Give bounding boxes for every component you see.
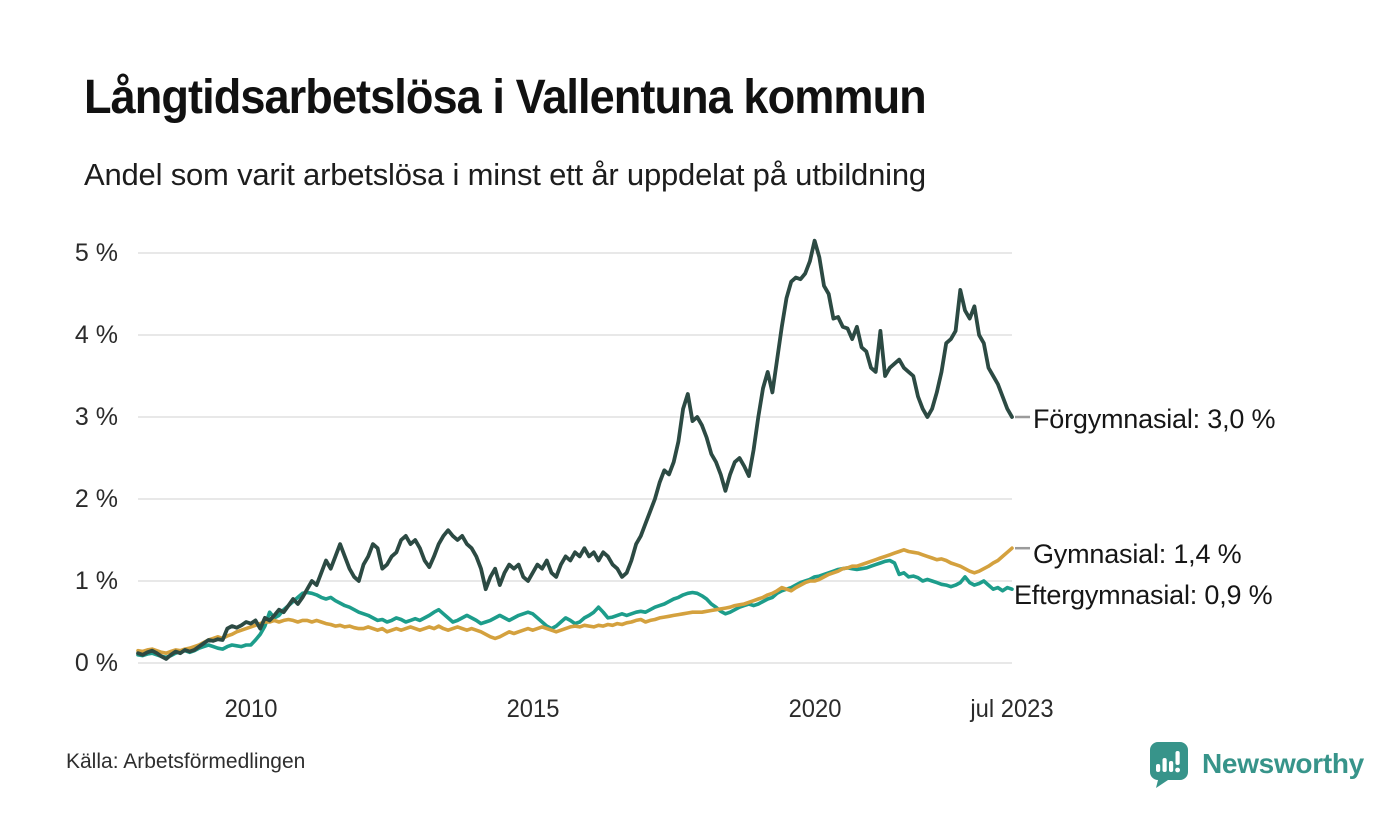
y-tick-label: 2 % <box>74 485 118 513</box>
y-tick-label: 3 % <box>74 403 118 431</box>
chart-subtitle: Andel som varit arbetslösa i minst ett å… <box>84 157 926 192</box>
series-line-forgymnasial <box>136 238 1014 661</box>
series-label-gymnasial: Gymnasial: 1,4 % <box>1033 539 1242 570</box>
chart-title: Långtidsarbetslösa i Vallentuna kommun <box>84 71 927 124</box>
x-tick-label: 2015 <box>506 695 560 723</box>
y-tick-label: 4 % <box>74 321 118 349</box>
series-line-gymnasial <box>136 546 1014 656</box>
branding: Newsworthy <box>1146 740 1364 788</box>
newsworthy-logo-icon <box>1150 742 1188 788</box>
x-tick-label: 2010 <box>224 695 278 723</box>
gridlines <box>138 252 1012 664</box>
series-label-forgymnasial: Förgymnasial: 3,0 % <box>1033 404 1276 434</box>
y-tick-label: 0 % <box>74 649 118 677</box>
y-tick-label: 1 % <box>74 567 118 595</box>
x-tick-label: 2020 <box>788 695 842 723</box>
series-line-eftergymnasial <box>136 558 1014 660</box>
x-tick-label: jul 2023 <box>970 695 1054 723</box>
series-label-eftergymnasial: Eftergymnasial: 0,9 % <box>1014 580 1273 611</box>
label-leader-dashes <box>1015 415 1030 550</box>
source-note: Källa: Arbetsförmedlingen <box>66 750 306 773</box>
y-tick-label: 5 % <box>74 239 118 267</box>
newsworthy-wordmark: Newsworthy <box>1202 748 1364 779</box>
